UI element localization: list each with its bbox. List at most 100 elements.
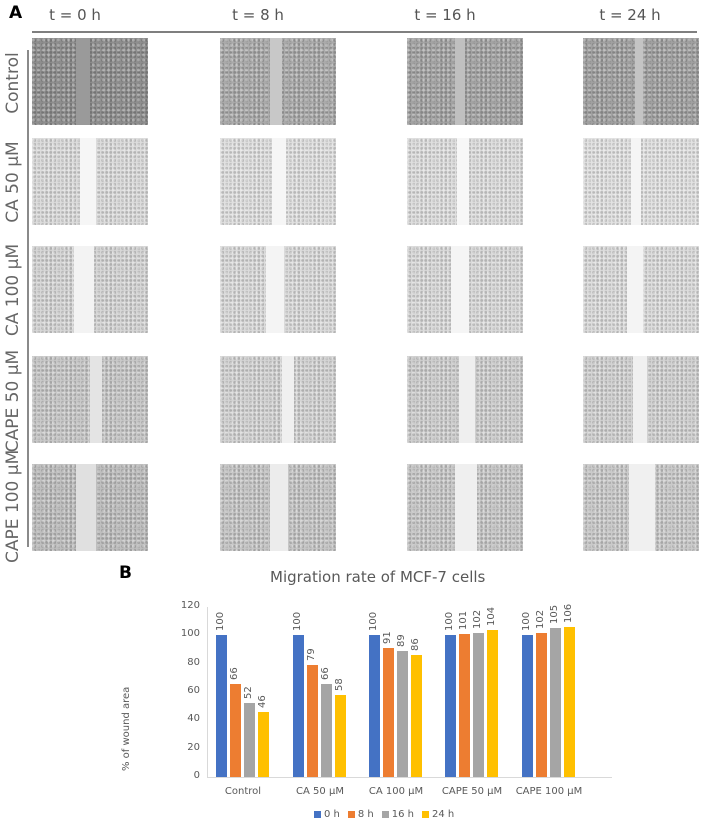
micrograph-2-3 (583, 246, 699, 333)
bar (244, 703, 255, 777)
x-category-label: Control (224, 786, 262, 797)
micrograph-0-1 (220, 38, 336, 125)
wound-gap (90, 356, 102, 443)
x-axis-line (207, 777, 612, 778)
bar (459, 633, 470, 777)
micrograph-3-3 (583, 356, 699, 443)
x-category-label: CA 100 μM (368, 786, 424, 797)
wound-gap (633, 356, 647, 443)
wound-gap (270, 464, 288, 551)
wound-gap (455, 464, 477, 551)
x-category-label: CAPE 100 μM (515, 786, 583, 797)
y-tick-label: 100 (180, 628, 200, 640)
bar (536, 632, 547, 777)
wound-gap (627, 246, 643, 333)
micrograph-4-0 (32, 464, 148, 551)
bar-value-label: 79 (306, 648, 317, 662)
row-label-ca-50: CA 50 μM (3, 141, 23, 223)
micrograph-2-0 (32, 246, 148, 333)
bar (230, 683, 241, 777)
wound-gap (455, 38, 465, 125)
bar-value-label: 100 (521, 612, 532, 632)
wound-gap (635, 38, 643, 125)
bar (550, 628, 561, 777)
bar-value-label: 100 (444, 612, 455, 632)
bar (258, 711, 269, 777)
bar (522, 635, 533, 777)
micrograph-3-2 (407, 356, 523, 443)
bar (216, 635, 227, 777)
micrograph-1-3 (583, 138, 699, 225)
micrograph-1-0 (32, 138, 148, 225)
bar-value-label: 86 (410, 638, 421, 652)
column-label-16h: t = 16 h (414, 6, 476, 24)
wound-gap (80, 138, 96, 225)
y-axis-line (207, 607, 208, 777)
header-divider (32, 31, 697, 33)
y-tick-label: 40 (187, 713, 200, 725)
wound-gap (459, 356, 475, 443)
legend-label: 24 h (432, 809, 455, 820)
bar-value-label: 89 (396, 634, 407, 647)
legend-item: 16 h (381, 809, 414, 820)
legend-item: 0 h (314, 809, 340, 820)
micrograph-1-1 (220, 138, 336, 225)
wound-gap (76, 38, 90, 125)
micrograph-3-1 (220, 356, 336, 443)
wound-gap (74, 246, 94, 333)
bar (293, 635, 304, 777)
micrograph-2-2 (407, 246, 523, 333)
legend-swatch-icon (347, 811, 355, 818)
chart-title: Migration rate of MCF-7 cells (270, 568, 486, 586)
x-category-label: CA 50 μM (296, 786, 344, 797)
micrograph-4-2 (407, 464, 523, 551)
wound-gap (272, 138, 286, 225)
x-category-label: CAPE 50 μM (441, 786, 503, 797)
column-label-0h: t = 0 h (49, 6, 101, 24)
column-label-8h: t = 8 h (232, 6, 284, 24)
wound-gap (266, 246, 284, 333)
wound-gap (76, 464, 96, 551)
bar-value-label: 100 (368, 612, 379, 632)
bar (321, 683, 332, 777)
panel-a-letter: A (9, 3, 23, 23)
y-tick-label: 0 (193, 770, 200, 781)
bar (564, 626, 575, 777)
micrograph-0-0 (32, 38, 148, 125)
wound-gap (270, 38, 282, 125)
row-label-divider (27, 50, 29, 547)
row-label-control: Control (3, 52, 23, 114)
legend-swatch-icon (381, 811, 389, 818)
legend-item: 8 h (347, 809, 374, 820)
bar-value-label: 46 (257, 695, 268, 708)
y-tick-label: 120 (180, 600, 200, 611)
y-tick-label: 60 (187, 685, 200, 696)
bar-value-label: 66 (229, 666, 240, 680)
legend-swatch-icon (422, 811, 430, 818)
y-tick-label: 80 (187, 656, 200, 668)
bar-value-label: 66 (320, 666, 331, 680)
panel-b-letter: B (119, 563, 132, 583)
bar-value-label: 105 (549, 605, 560, 625)
bar (411, 655, 422, 777)
y-tick-label: 20 (187, 741, 200, 753)
legend-swatch-icon (314, 811, 321, 818)
bar-value-label: 100 (292, 612, 303, 632)
bar (307, 665, 318, 777)
bar-value-label: 106 (563, 603, 574, 623)
legend-item: 24 h (422, 809, 454, 820)
row-label-ca-100: CA 100 μM (3, 243, 23, 337)
micrograph-0-3 (583, 38, 699, 125)
bar-value-label: 101 (458, 610, 469, 630)
bar (473, 632, 484, 777)
bar (383, 648, 394, 777)
wound-gap (629, 464, 655, 551)
micrograph-4-1 (220, 464, 336, 551)
bar (335, 694, 346, 777)
micrograph-2-1 (220, 246, 336, 333)
chart-legend: 0 h 8 h 16 h 24 h (314, 809, 454, 820)
wound-gap (457, 138, 469, 225)
bar (397, 650, 408, 777)
wound-gap (631, 138, 641, 225)
legend-label: 8 h (357, 809, 374, 820)
